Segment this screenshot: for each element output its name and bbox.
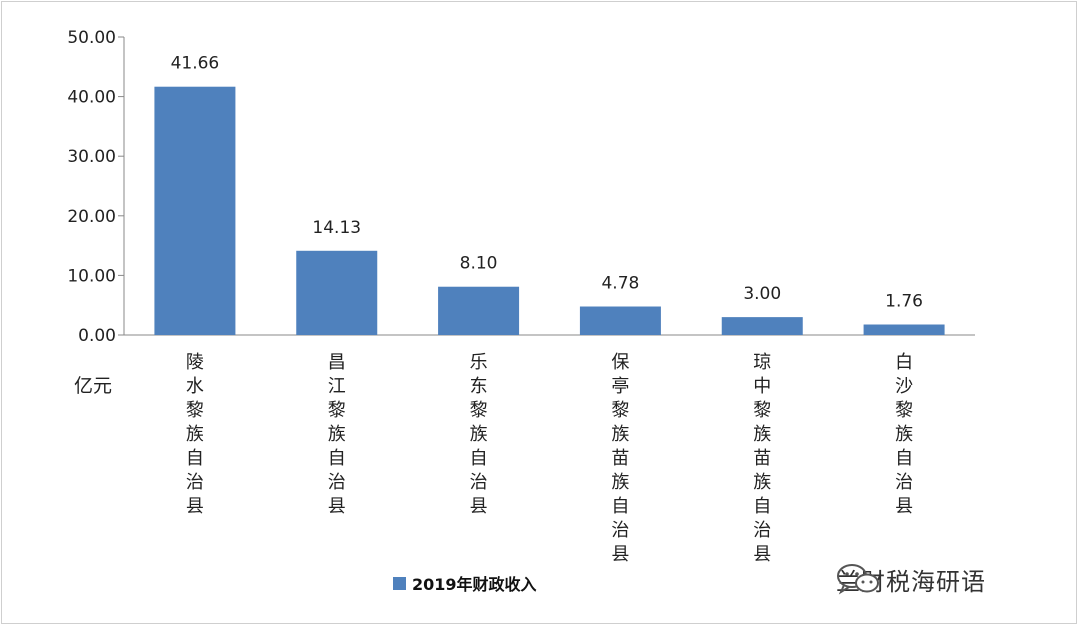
category-label: 陵水黎族自治县 — [186, 352, 204, 517]
data-label: 1.76 — [885, 292, 923, 312]
category-label: 昌江黎族自治县 — [328, 352, 346, 517]
bar — [154, 86, 236, 336]
y-tick-label: 10.00 — [67, 266, 116, 286]
wechat-icon — [837, 564, 879, 595]
legend-swatch — [393, 576, 406, 590]
category-label: 乐东黎族自治县 — [470, 352, 488, 517]
data-labels: 41.66 14.13 8.10 4.78 3.00 1.76 — [171, 54, 923, 312]
y-axis-ticks: 0.00 10.00 20.00 30.00 40.00 50.00 — [67, 28, 124, 346]
y-tick-label: 50.00 — [67, 28, 116, 48]
category-label: 保亭黎族苗族自治县 — [611, 352, 629, 565]
bars — [154, 86, 945, 336]
data-label: 41.66 — [171, 54, 220, 74]
watermark: 兰财税海研语 — [836, 562, 986, 597]
bar — [438, 286, 520, 335]
bar — [863, 324, 945, 335]
category-label: 琼中黎族苗族自治县 — [753, 352, 771, 565]
y-tick-label: 30.00 — [67, 147, 116, 167]
bar — [579, 306, 661, 335]
data-label: 8.10 — [460, 254, 498, 274]
category-label: 白沙黎族自治县 — [895, 352, 913, 517]
data-label: 4.78 — [601, 274, 639, 294]
y-tick-label: 0.00 — [78, 326, 116, 346]
bar — [296, 250, 378, 335]
legend: 2019年财政收入 — [393, 571, 537, 595]
data-label: 14.13 — [312, 218, 361, 238]
legend-series-name: 2019年财政收入 — [412, 575, 537, 594]
y-axis-unit-label: 亿元 — [74, 375, 113, 397]
y-tick-label: 40.00 — [67, 88, 116, 108]
y-tick-label: 20.00 — [67, 207, 116, 227]
category-labels: 陵水黎族自治县 昌江黎族自治县 乐东黎族自治县 保亭黎族苗族自治县 琼中黎族苗族自治县 白… — [186, 352, 913, 565]
data-label: 3.00 — [743, 284, 781, 304]
bar — [721, 317, 803, 335]
